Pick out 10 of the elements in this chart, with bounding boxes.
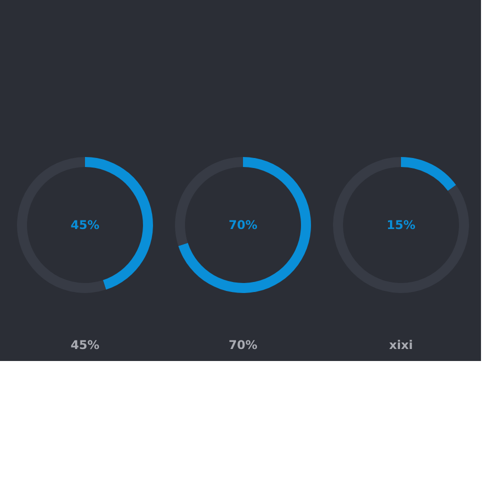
text: 15% <box>386 218 416 232</box>
text: 70% <box>228 338 258 352</box>
donut-slice <box>178 157 311 293</box>
donut-slice <box>333 157 469 293</box>
text: 70% <box>228 218 258 232</box>
donut-slice <box>17 157 106 293</box>
text: xixi <box>389 338 413 352</box>
text: 45% <box>70 338 100 352</box>
donut-slice <box>401 157 456 191</box>
text: 45% <box>70 218 100 232</box>
